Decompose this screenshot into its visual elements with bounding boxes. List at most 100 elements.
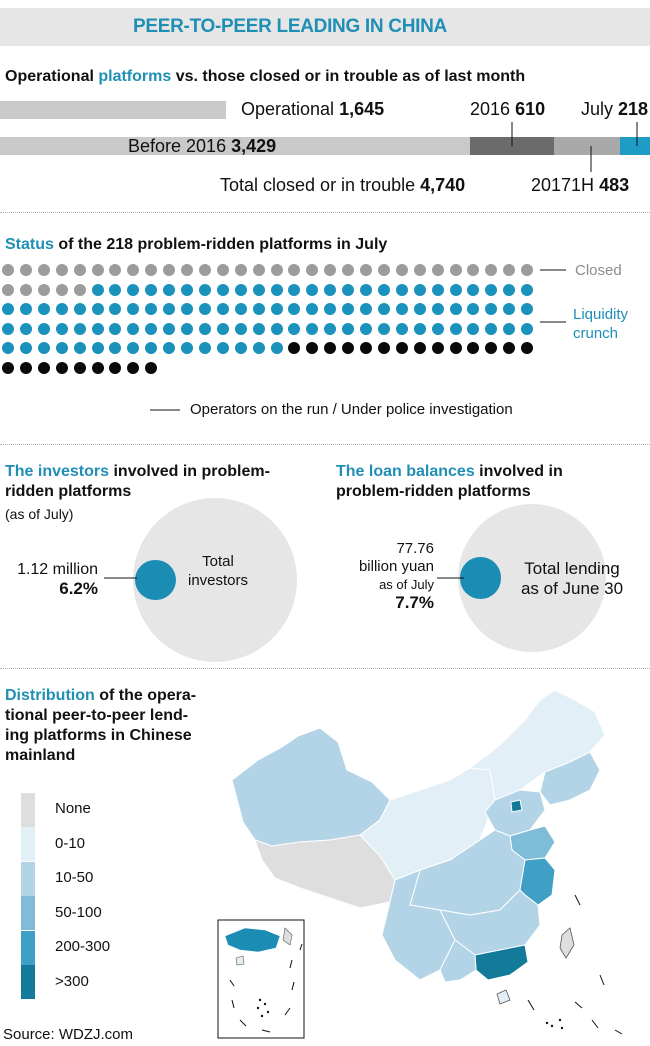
dot-run [377,342,390,355]
dot-liquidity [306,283,319,296]
dot-liquidity [395,322,408,335]
dot-closed [395,264,408,276]
dot-liquidity [163,342,176,355]
dot-liquidity [234,342,247,355]
dot-closed [37,283,50,296]
dot-run [431,342,444,355]
dot-liquidity [485,283,498,296]
dot-liquidity [377,322,390,335]
dot-run [324,342,337,355]
dot-closed [19,283,32,296]
dot-liquidity [413,322,426,335]
dot-liquidity [37,322,50,335]
dot-closed [55,264,68,276]
dot-closed [91,264,104,276]
dot-liquidity [181,303,193,316]
july-label: July 218 [581,99,649,119]
dot-liquidity [467,322,480,335]
dot-run [485,342,498,355]
dot-liquidity [270,283,283,296]
dot-run [413,342,426,355]
map-region-northeast [539,751,601,806]
dot-liquidity [324,283,337,296]
investors-note: (as of July) [5,506,74,522]
dot-liquidity [252,342,265,355]
investors-heading: The investors involved in problem- ridde… [5,463,270,500]
dot-liquidity [73,303,86,316]
dot-closed [503,264,516,276]
dot-liquidity [503,322,516,335]
dot-liquidity [503,303,516,316]
dot-liquidity [252,283,265,296]
dot-closed [324,264,337,276]
dot-run [503,342,516,355]
dot-liquidity [521,322,534,335]
dot-liquidity [2,303,14,316]
dot-closed [198,264,211,276]
dot-run [109,362,122,374]
dot-liquidity [91,322,104,335]
dot-liquidity [145,322,158,335]
dot-liquidity [181,322,193,335]
bar-july [620,137,650,155]
dot-liquidity [485,303,498,316]
dot-liquidity [342,322,355,335]
run-label: Operators on the run / Under police inve… [190,401,513,418]
dot-liquidity [19,303,32,316]
legend-swatch-50-100 [21,896,35,930]
bar-20171h [553,137,621,155]
dot-liquidity [198,303,211,316]
dot-liquidity [91,303,104,316]
dot-closed [449,264,462,276]
dot-liquidity [342,303,355,316]
legend-swatch-10-50 [21,862,35,896]
dot-closed [55,283,68,296]
dot-liquidity [431,303,444,316]
dot-run [91,362,104,374]
dot-liquidity [395,303,408,316]
dot-liquidity [342,283,355,296]
section1-leader-lines [511,122,638,172]
page-title: PEER-TO-PEER LEADING IN CHINA [133,16,447,37]
dot-run [19,362,32,374]
dot-run [360,342,372,355]
dot-closed [109,264,122,276]
dot-liquidity [288,303,301,316]
legend-swatch-none [21,793,35,827]
dot-liquidity [270,322,283,335]
liquidity-label: Liquidity crunch [573,306,629,342]
dot-closed [306,264,319,276]
dot-run [2,362,14,374]
dot-run [145,362,158,374]
dot-closed [431,264,444,276]
dot-liquidity [306,303,319,316]
dot-liquidity [37,342,50,355]
dot-liquidity [395,283,408,296]
dot-run [288,342,301,355]
dot-liquidity [521,303,534,316]
dot-liquidity [360,322,372,335]
dot-liquidity [306,322,319,335]
dot-closed [252,264,265,276]
dot-liquidity [145,303,158,316]
dot-liquidity [449,303,462,316]
dot-liquidity [467,283,480,296]
legend-label: 50-100 [55,904,102,921]
dot-liquidity [19,342,32,355]
dot-liquidity [413,283,426,296]
dot-liquidity [73,342,86,355]
dot-liquidity [216,342,229,355]
dot-closed [181,264,193,276]
dot-run [449,342,462,355]
dot-liquidity [216,303,229,316]
dot-run [306,342,319,355]
separator [0,212,650,213]
dot-liquidity [127,283,140,296]
dot-liquidity [413,303,426,316]
dot-closed [216,264,229,276]
dot-liquidity [109,283,122,296]
dot-liquidity [91,342,104,355]
legend-swatch-0-10 [21,827,35,861]
dot-liquidity [2,342,14,355]
dot-liquidity [324,322,337,335]
